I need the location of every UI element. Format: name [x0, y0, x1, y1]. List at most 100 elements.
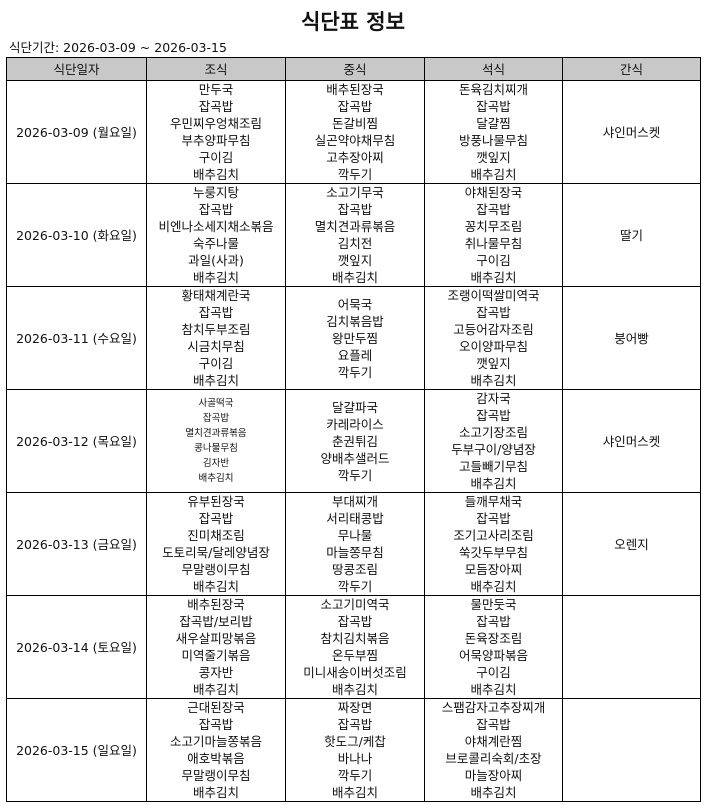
breakfast-cell: 배추된장국 잡곡밥/보리밥 새우살피망볶음 미역줄기볶음 콩자반 배추김치	[146, 595, 286, 699]
date-cell: 2026-03-15 (일요일)	[6, 698, 147, 802]
breakfast-menu-item: 애호박볶음	[187, 751, 245, 766]
table-row: 2026-03-11 (수요일) 황태채계란국 잡곡밥 참치두부조림 시금치무침 구이김 배…	[6, 286, 701, 390]
breakfast-menu-item: 무말랭이무침	[181, 562, 251, 577]
dinner-menu-item: 잡곡밥	[476, 202, 511, 217]
lunch-menu-item: 잡곡밥	[337, 99, 373, 114]
breakfast-menu-item: 배추된장국	[187, 597, 245, 612]
lunch-menu-item: 깍두기	[337, 167, 373, 182]
lunch-menu-item: 바나나	[337, 751, 373, 766]
breakfast-menu-item: 구이김	[198, 150, 234, 165]
dinner-cell: 야채된장국 잡곡밥 꽁치무조림 취나물무침 구이김 배추김치	[424, 183, 563, 287]
dinner-menu-item: 브로콜리숙회/초장	[445, 751, 542, 766]
date-cell: 2026-03-09 (월요일)	[6, 80, 147, 184]
lunch-menu-item: 요플레	[337, 347, 373, 363]
lunch-menu-item: 잡곡밥	[337, 717, 373, 732]
breakfast-menu-item: 진미채조림	[187, 528, 245, 543]
dinner-menu-item: 오이양파무침	[458, 339, 528, 354]
dinner-menu-item: 잡곡밥	[476, 511, 511, 526]
breakfast-menu-item: 김자반	[202, 458, 230, 469]
dinner-menu-item: 야채된장국	[464, 185, 523, 200]
breakfast-menu-item: 배추김치	[192, 373, 239, 388]
dinner-menu-item: 깻잎지	[476, 356, 511, 371]
dinner-menu-item: 소고기장조림	[458, 425, 528, 440]
dinner-cell: 감자국 잡곡밥 소고기장조림 두부구이/양념장 고들빼기무침 배추김치	[424, 389, 563, 493]
lunch-cell: 배추된장국 잡곡밥 돈갈비찜 실곤약야채무침 고추장아찌 깍두기	[285, 80, 425, 184]
dinner-menu-item: 배추김치	[470, 373, 517, 388]
lunch-menu-item: 어묵국	[337, 296, 373, 312]
snack-menu-item: 딸기	[619, 227, 643, 243]
dinner-menu-item: 조기고사리조림	[453, 528, 534, 543]
lunch-menu-item: 땅콩조림	[331, 562, 378, 577]
snack-menu-item: 샤인머스켓	[602, 124, 661, 140]
lunch-menu-item: 배추김치	[331, 270, 378, 285]
lunch-menu-item: 달걀파국	[331, 399, 378, 415]
lunch-menu-item: 온두부찜	[331, 648, 378, 663]
dinner-menu-item: 구이김	[476, 665, 511, 680]
header-dinner: 석식	[424, 57, 563, 81]
breakfast-menu-item: 우민찌우엉채조림	[169, 116, 262, 131]
table-body: 2026-03-09 (월요일) 만두국 잡곡밥 우민찌우엉채조림 부추양파무침 구이김 배…	[6, 80, 701, 802]
header-lunch: 중식	[285, 57, 425, 81]
header-snack: 간식	[562, 57, 701, 81]
breakfast-cell: 사골떡국 잡곡밥 멸치견과류볶음 콩나물무침 김자반 배추김치	[146, 389, 286, 493]
dinner-menu-item: 두부구이/양념장	[451, 442, 536, 457]
lunch-menu-item: 깍두기	[337, 579, 373, 594]
page-title: 식단표 정보	[301, 10, 405, 34]
lunch-menu-item: 실곤약야채무침	[314, 133, 396, 148]
dinner-menu-item: 고등어감자조림	[453, 322, 534, 337]
dinner-menu-item: 감자국	[476, 391, 511, 406]
lunch-menu-item: 멸치견과류볶음	[314, 219, 396, 234]
dinner-menu-item: 깻잎지	[476, 150, 511, 165]
lunch-menu-item: 김치볶음밥	[326, 313, 384, 329]
lunch-menu-item: 깻잎지	[337, 253, 373, 268]
breakfast-cell: 유부된장국 잡곡밥 진미채조림 도토리묵/달레양념장 무말랭이무침 배추김치	[146, 492, 286, 596]
lunch-cell: 짜장면 잡곡밥 핫도그/케찹 바나나 깍두기 배추김치	[285, 698, 425, 802]
dinner-menu-item: 잡곡밥	[476, 305, 511, 320]
breakfast-menu-item: 시금치무침	[187, 339, 245, 354]
dinner-menu-item: 모듬장아찌	[464, 562, 523, 577]
breakfast-menu-item: 무말랭이무침	[181, 768, 251, 783]
breakfast-menu-item: 잡곡밥	[198, 305, 234, 320]
snack-menu-item: 오렌지	[614, 536, 649, 552]
snack-menu-item: 샤인머스켓	[602, 433, 661, 449]
lunch-menu-item: 서리태콩밥	[326, 511, 384, 526]
date-cell: 2026-03-13 (금요일)	[6, 492, 147, 596]
table-row: 2026-03-15 (일요일) 근대된장국 잡곡밥 소고기마늘쫑볶음 애호박볶음 무말랭…	[6, 698, 701, 802]
table-row: 2026-03-13 (금요일) 유부된장국 잡곡밥 진미채조림 도토리묵/달레양념장 무…	[6, 492, 701, 596]
lunch-cell: 부대찌개 서리태콩밥 무나물 마늘쫑무침 땅콩조림 깍두기	[285, 492, 425, 596]
breakfast-menu-item: 배추김치	[192, 167, 239, 182]
breakfast-menu-item: 새우살피망볶음	[175, 631, 257, 646]
lunch-menu-item: 배추김치	[331, 785, 378, 800]
dinner-menu-item: 구이김	[476, 253, 511, 268]
lunch-menu-item: 핫도그/케찹	[324, 734, 386, 749]
lunch-menu-item: 잡곡밥	[337, 202, 373, 217]
meal-table: 식단일자 조식 중식 석식 간식 2026-03-09 (월요일) 만두국 잡곡밥 우…	[6, 57, 701, 802]
lunch-menu-item: 미니새송이버섯조림	[303, 665, 407, 680]
date-cell: 2026-03-11 (수요일)	[6, 286, 147, 390]
breakfast-menu-item: 잡곡밥/보리밥	[179, 614, 253, 629]
lunch-cell: 달걀파국 카레라이스 춘권튀김 양배추샐러드 깍두기	[285, 389, 425, 493]
lunch-menu-item: 무나물	[337, 528, 373, 543]
lunch-menu-item: 왕만두찜	[331, 330, 378, 346]
snack-cell: 딸기	[562, 183, 701, 287]
date-cell: 2026-03-10 (화요일)	[6, 183, 147, 287]
snack-cell: 샤인머스켓	[562, 389, 701, 493]
snack-cell: 샤인머스켓	[562, 80, 701, 184]
snack-cell: 오렌지	[562, 492, 701, 596]
table-row: 2026-03-10 (화요일) 누룽지탕 잡곡밥 비엔나소세지채소볶음 숙주나물 과일(…	[6, 183, 701, 287]
meal-period: 식단기간: 2026-03-09 ~ 2026-03-15	[9, 40, 227, 55]
table-row: 2026-03-14 (토요일) 배추된장국 잡곡밥/보리밥 새우살피망볶음 미역줄기볶…	[6, 595, 701, 699]
lunch-menu-item: 배추김치	[331, 682, 378, 697]
dinner-menu-item: 취나물무침	[464, 236, 523, 251]
dinner-cell: 들깨무채국 잡곡밥 조기고사리조림 쑥갓두부무침 모듬장아찌 배추김치	[424, 492, 563, 596]
breakfast-menu-item: 배추김치	[198, 473, 234, 484]
breakfast-menu-item: 비엔나소세지채소볶음	[158, 219, 274, 234]
lunch-menu-item: 깍두기	[337, 364, 373, 380]
dinner-menu-item: 물만둣국	[470, 597, 517, 612]
dinner-menu-item: 돈육김치찌개	[458, 82, 528, 97]
breakfast-menu-item: 잡곡밥	[198, 202, 234, 217]
dinner-menu-item: 배추김치	[470, 785, 517, 800]
lunch-menu-item: 마늘쫑무침	[326, 545, 384, 560]
lunch-cell: 소고기무국 잡곡밥 멸치견과류볶음 김치전 깻잎지 배추김치	[285, 183, 425, 287]
dinner-menu-item: 조랭이떡쌀미역국	[447, 288, 540, 303]
